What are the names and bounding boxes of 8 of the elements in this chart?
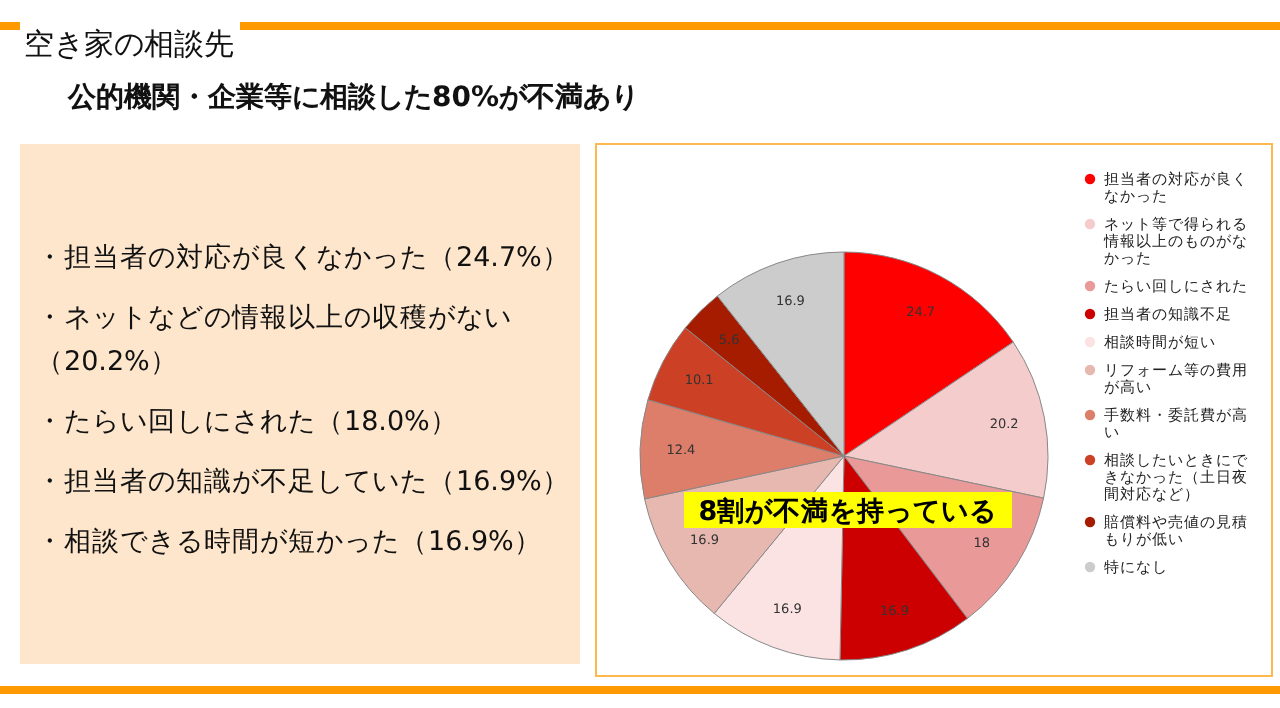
text: ・相談できる時間が短かった（16.9%） [36,526,542,558]
text: 公的機関・企業等に相談した80%が不満あり [66,80,640,114]
text: 空き家の相談先 [24,26,234,62]
text: ・たらい回しにされた（18.0%） [36,406,458,438]
text: ・担当者の対応が良くなかった（24.7%） [36,242,570,274]
text: ・ネットなどの情報以上の収穫がない（20.2%） [36,302,512,378]
text: ・担当者の知識が不足していた（16.9%） [36,466,570,498]
text: 8割が不満を持っている [698,494,998,528]
